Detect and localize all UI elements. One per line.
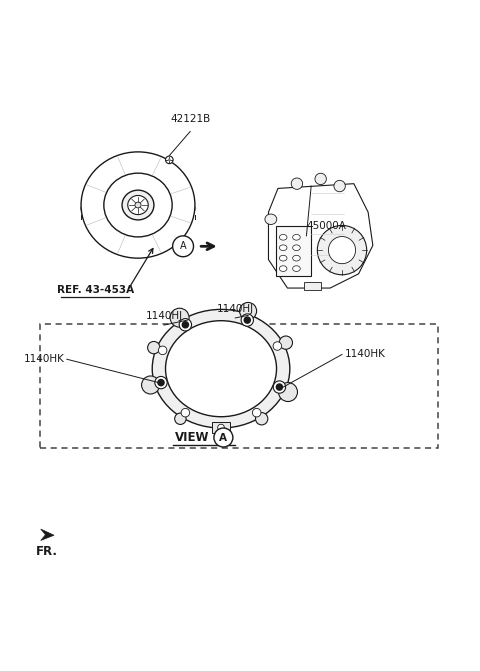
Circle shape [315,173,326,185]
Bar [40,324,438,448]
Circle shape [142,376,159,394]
Circle shape [243,316,251,324]
Ellipse shape [81,189,195,229]
Text: A: A [180,242,186,252]
Circle shape [241,314,253,326]
Bar [213,422,229,433]
Polygon shape [41,529,54,540]
Circle shape [317,225,367,274]
Polygon shape [268,184,373,288]
Ellipse shape [81,152,195,258]
Ellipse shape [104,173,172,237]
Circle shape [252,409,261,417]
Circle shape [158,346,167,355]
Circle shape [181,409,190,417]
Circle shape [328,237,356,264]
Ellipse shape [293,266,300,272]
Ellipse shape [293,256,300,261]
Text: 1140HK: 1140HK [344,350,385,360]
Circle shape [279,336,292,350]
Bar [276,226,311,276]
Text: 42121B: 42121B [170,114,210,124]
Circle shape [179,319,192,331]
Ellipse shape [279,256,287,261]
Ellipse shape [265,214,277,225]
Ellipse shape [152,309,290,428]
Ellipse shape [128,195,148,215]
Circle shape [170,308,189,327]
Circle shape [173,236,193,257]
Ellipse shape [279,245,287,250]
Text: 1140HK: 1140HK [24,354,64,364]
Ellipse shape [293,245,300,250]
Circle shape [166,156,173,164]
Circle shape [181,321,189,329]
Text: A: A [219,433,228,442]
Circle shape [148,342,160,354]
Circle shape [157,379,165,386]
Ellipse shape [122,190,154,220]
Bar [304,282,321,291]
Circle shape [255,413,268,425]
Circle shape [155,376,167,389]
Text: FR.: FR. [36,546,58,558]
Circle shape [276,383,283,391]
Ellipse shape [135,202,141,208]
Circle shape [175,413,186,425]
Circle shape [334,180,345,192]
Text: 45000A: 45000A [306,221,346,231]
Text: VIEW: VIEW [175,431,209,444]
Ellipse shape [293,234,300,240]
Circle shape [273,381,286,393]
Ellipse shape [279,234,287,240]
Circle shape [273,342,282,350]
Circle shape [214,428,233,447]
Text: 1140HJ: 1140HJ [145,311,183,321]
Circle shape [278,382,298,401]
Text: REF. 43-453A: REF. 43-453A [57,285,134,295]
Circle shape [168,158,171,161]
Text: 1140HJ: 1140HJ [216,304,254,314]
Circle shape [291,178,302,189]
Circle shape [218,424,224,431]
Circle shape [240,303,257,319]
Ellipse shape [166,321,276,417]
Ellipse shape [279,266,287,272]
